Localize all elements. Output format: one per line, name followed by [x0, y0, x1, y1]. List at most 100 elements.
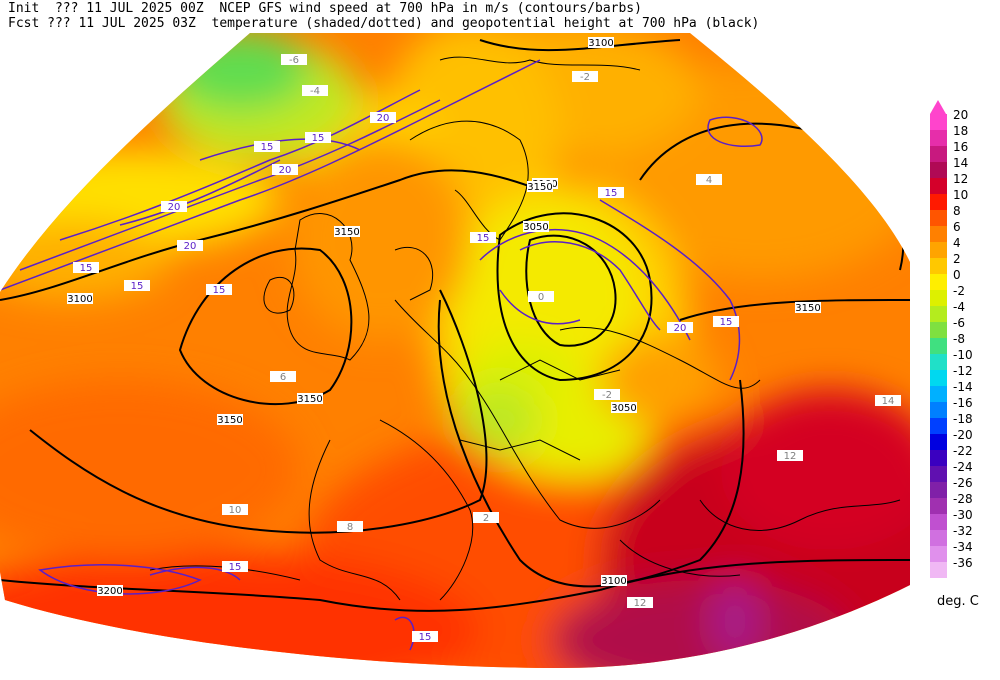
wind-speed-label: 20 — [279, 165, 292, 176]
temperature-label: 12 — [634, 598, 647, 609]
temperature-label-bg — [594, 389, 620, 400]
temperature-label: 2 — [483, 513, 489, 524]
temperature-label-bg — [281, 54, 307, 65]
wind-speed-label-bg — [161, 201, 187, 212]
height-label: 3050 — [611, 403, 636, 414]
colorbar-label: -6 — [953, 316, 965, 330]
colorbar-swatch — [930, 466, 947, 482]
height-label-bg — [601, 575, 627, 586]
temperature-label-bg — [528, 291, 554, 302]
colorbar-swatch — [930, 402, 947, 418]
height-label: 3100 — [601, 576, 626, 587]
colorbar-label: -4 — [953, 300, 965, 314]
wind-speed-label: 15 — [213, 285, 226, 296]
colorbar-label: 2 — [953, 252, 961, 266]
height-label-bg — [67, 293, 93, 304]
colorbar-label: 0 — [953, 268, 961, 282]
colorbar-swatch — [930, 274, 947, 290]
height-label-bg — [588, 37, 614, 48]
colorbar-swatch — [930, 322, 947, 338]
colorbar-label: 12 — [953, 172, 969, 186]
colorbar-top-arrow — [930, 100, 946, 114]
colorbar-swatch — [930, 498, 947, 514]
colorbar-swatch — [930, 226, 947, 242]
colorbar-swatch — [930, 434, 947, 450]
temperature-label-bg — [337, 521, 363, 532]
wind-speed-label: 15 — [131, 281, 144, 292]
wind-speed-label: 15 — [229, 562, 242, 573]
height-label-bg — [527, 181, 553, 192]
colorbar-label: -32 — [953, 524, 973, 538]
temperature-label: 14 — [882, 396, 895, 407]
wind-speed-label: 15 — [80, 263, 93, 274]
temperature-label: 0 — [538, 292, 544, 303]
colorbar-swatch — [930, 530, 947, 546]
colorbar-swatch — [930, 242, 947, 258]
height-label-bg — [795, 302, 821, 313]
wind-speed-label-bg — [206, 284, 232, 295]
colorbar-swatch — [930, 514, 947, 530]
colorbar-label: 16 — [953, 140, 969, 154]
wind-speed-label: 15 — [477, 233, 490, 244]
colorbar-label: 4 — [953, 236, 961, 250]
colorbar-swatch — [930, 290, 947, 306]
height-label: 3150 — [217, 415, 242, 426]
temperature-label: -6 — [289, 55, 299, 66]
colorbar-swatch — [930, 546, 947, 562]
temperature-label-bg — [270, 371, 296, 382]
wind-speed-label: 15 — [312, 133, 325, 144]
forecast-header-line: Fcst ??? 11 JUL 2025 03Z temperature (sh… — [8, 16, 760, 31]
colorbar-label: -24 — [953, 460, 973, 474]
height-label: 3100 — [588, 38, 613, 49]
wind-speed-label-bg — [222, 561, 248, 572]
height-label-bg — [523, 221, 549, 232]
wind-speed-label: 15 — [261, 142, 274, 153]
wind-speed-label-bg — [73, 262, 99, 273]
wind-speed-label-bg — [305, 132, 331, 143]
colorbar-label: -8 — [953, 332, 965, 346]
wind-speed-label: 20 — [184, 241, 197, 252]
colorbar-swatch — [930, 114, 947, 130]
colorbar-label: -34 — [953, 540, 973, 554]
height-label-bg — [611, 402, 637, 413]
wind-speed-label-bg — [254, 141, 280, 152]
colorbar-swatch — [930, 482, 947, 498]
colorbar-swatch — [930, 194, 947, 210]
height-label: 3100 — [67, 294, 92, 305]
temperature-label-bg — [572, 71, 598, 82]
wind-speed-label: 20 — [168, 202, 181, 213]
temperature-label: -2 — [602, 390, 612, 401]
height-label: 3050 — [523, 222, 548, 233]
wind-speed-label: 20 — [674, 323, 687, 334]
wind-speed-label-bg — [713, 316, 739, 327]
wind-speed-label-bg — [412, 631, 438, 642]
colorbar-swatch — [930, 306, 947, 322]
temperature-label: 4 — [706, 175, 712, 186]
wind-speed-label-bg — [370, 112, 396, 123]
colorbar-swatch — [930, 354, 947, 370]
colorbar-label: -10 — [953, 348, 973, 362]
colorbar-swatch — [930, 338, 947, 354]
colorbar-label: 6 — [953, 220, 961, 234]
temperature-label-bg — [473, 512, 499, 523]
wind-speed-label-bg — [667, 322, 693, 333]
wind-speed-label-bg — [124, 280, 150, 291]
temperature-shading — [0, 33, 910, 668]
wind-speed-label-bg — [177, 240, 203, 251]
colorbar-swatch — [930, 130, 947, 146]
colorbar-label: 18 — [953, 124, 969, 138]
temperature-label: 8 — [347, 522, 353, 533]
height-label: 3150 — [297, 394, 322, 405]
height-label: 3150 — [527, 182, 552, 193]
height-label-bg — [297, 393, 323, 404]
colorbar-label: 14 — [953, 156, 969, 170]
wind-speed-label: 20 — [377, 113, 390, 124]
colorbar-label: 10 — [953, 188, 969, 202]
colorbar-label: 20 — [953, 108, 969, 122]
colorbar-swatch — [930, 562, 947, 578]
colorbar-units: deg. C — [937, 594, 979, 609]
wind-speed-label-bg — [272, 164, 298, 175]
colorbar-swatch — [930, 450, 947, 466]
temperature-label: -2 — [580, 72, 590, 83]
